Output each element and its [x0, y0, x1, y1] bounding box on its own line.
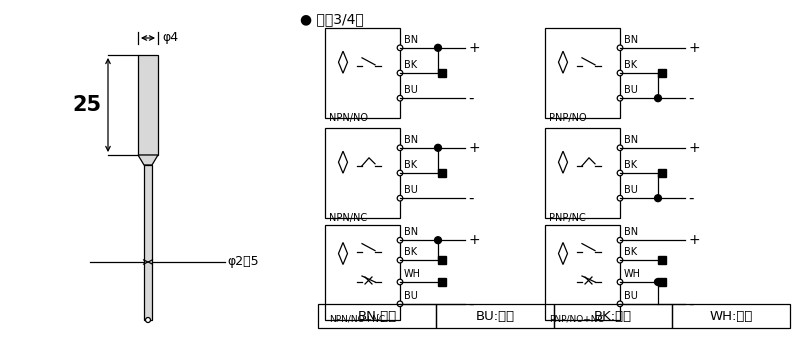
Text: PNP/NC: PNP/NC	[549, 213, 586, 223]
Text: -: -	[688, 91, 694, 106]
Text: +: +	[688, 41, 700, 55]
Bar	[545, 225, 620, 320]
Bar	[325, 28, 400, 118]
Bar	[438, 256, 446, 264]
Bar	[672, 304, 790, 328]
Text: BU: BU	[404, 85, 418, 95]
Text: BN: BN	[404, 135, 418, 145]
Text: BN: BN	[404, 35, 418, 45]
Circle shape	[618, 95, 622, 101]
Circle shape	[397, 301, 403, 307]
Polygon shape	[138, 55, 158, 155]
Circle shape	[397, 279, 403, 285]
Text: WH: WH	[404, 269, 421, 279]
Text: BN:棕色: BN:棕色	[358, 309, 397, 322]
Polygon shape	[144, 165, 152, 320]
Text: +: +	[688, 233, 700, 247]
Circle shape	[397, 237, 403, 243]
Bar	[325, 128, 400, 218]
Text: BK:黑色: BK:黑色	[594, 309, 632, 322]
Text: +: +	[688, 141, 700, 155]
Text: BU: BU	[624, 185, 638, 195]
Circle shape	[618, 195, 622, 201]
Text: BK: BK	[624, 160, 637, 170]
Circle shape	[654, 278, 662, 285]
Text: BN: BN	[624, 227, 638, 237]
Text: PNP/NO+NC: PNP/NO+NC	[549, 315, 604, 324]
Bar	[658, 169, 666, 177]
Text: BK: BK	[404, 60, 417, 70]
Text: WH:白色: WH:白色	[710, 309, 753, 322]
Circle shape	[397, 45, 403, 51]
Text: BK: BK	[624, 60, 637, 70]
Circle shape	[146, 318, 150, 322]
Bar	[318, 304, 436, 328]
Circle shape	[397, 257, 403, 263]
Text: BN: BN	[624, 35, 638, 45]
Text: φ4: φ4	[162, 31, 178, 44]
Text: BK: BK	[404, 247, 417, 257]
Text: BK: BK	[404, 160, 417, 170]
Text: +: +	[468, 233, 480, 247]
Text: -: -	[688, 191, 694, 206]
Circle shape	[654, 195, 662, 202]
Circle shape	[397, 195, 403, 201]
Text: NPN/NO+NC: NPN/NO+NC	[329, 315, 385, 324]
Circle shape	[618, 70, 622, 76]
Bar	[325, 225, 400, 320]
Text: BU: BU	[624, 291, 638, 301]
Text: -: -	[468, 191, 474, 206]
Circle shape	[434, 44, 442, 51]
Text: NPN/NO: NPN/NO	[329, 113, 368, 123]
Text: +: +	[468, 41, 480, 55]
Circle shape	[618, 170, 622, 176]
Bar	[554, 304, 672, 328]
Circle shape	[618, 237, 622, 243]
Circle shape	[434, 144, 442, 151]
Circle shape	[397, 70, 403, 76]
Circle shape	[397, 170, 403, 176]
Circle shape	[618, 145, 622, 151]
Text: BN: BN	[404, 227, 418, 237]
Bar	[545, 28, 620, 118]
Circle shape	[618, 301, 622, 307]
Circle shape	[618, 279, 622, 285]
Text: -: -	[688, 296, 694, 312]
Text: BU: BU	[404, 291, 418, 301]
Bar	[658, 256, 666, 264]
Text: +: +	[468, 141, 480, 155]
Bar	[658, 69, 666, 77]
Text: BK: BK	[624, 247, 637, 257]
Circle shape	[618, 257, 622, 263]
Bar	[545, 128, 620, 218]
Circle shape	[434, 237, 442, 244]
Circle shape	[654, 95, 662, 102]
Text: 25: 25	[73, 95, 102, 115]
Text: PNP/NO: PNP/NO	[549, 113, 586, 123]
Bar	[658, 278, 666, 286]
Circle shape	[618, 45, 622, 51]
Text: φ2．5: φ2．5	[227, 256, 258, 269]
Text: WH: WH	[624, 269, 641, 279]
Circle shape	[397, 95, 403, 101]
Bar	[438, 169, 446, 177]
Text: BN: BN	[624, 135, 638, 145]
Text: BU: BU	[404, 185, 418, 195]
Text: -: -	[468, 296, 474, 312]
Text: BU: BU	[624, 85, 638, 95]
Bar	[436, 304, 554, 328]
Text: NPN/NC: NPN/NC	[329, 213, 367, 223]
Bar	[438, 69, 446, 77]
Circle shape	[397, 145, 403, 151]
Text: BU:兰色: BU:兰色	[475, 309, 514, 322]
Text: ● 直涁3/4线: ● 直涁3/4线	[300, 12, 364, 26]
Text: -: -	[468, 91, 474, 106]
Polygon shape	[138, 155, 158, 165]
Bar	[438, 278, 446, 286]
